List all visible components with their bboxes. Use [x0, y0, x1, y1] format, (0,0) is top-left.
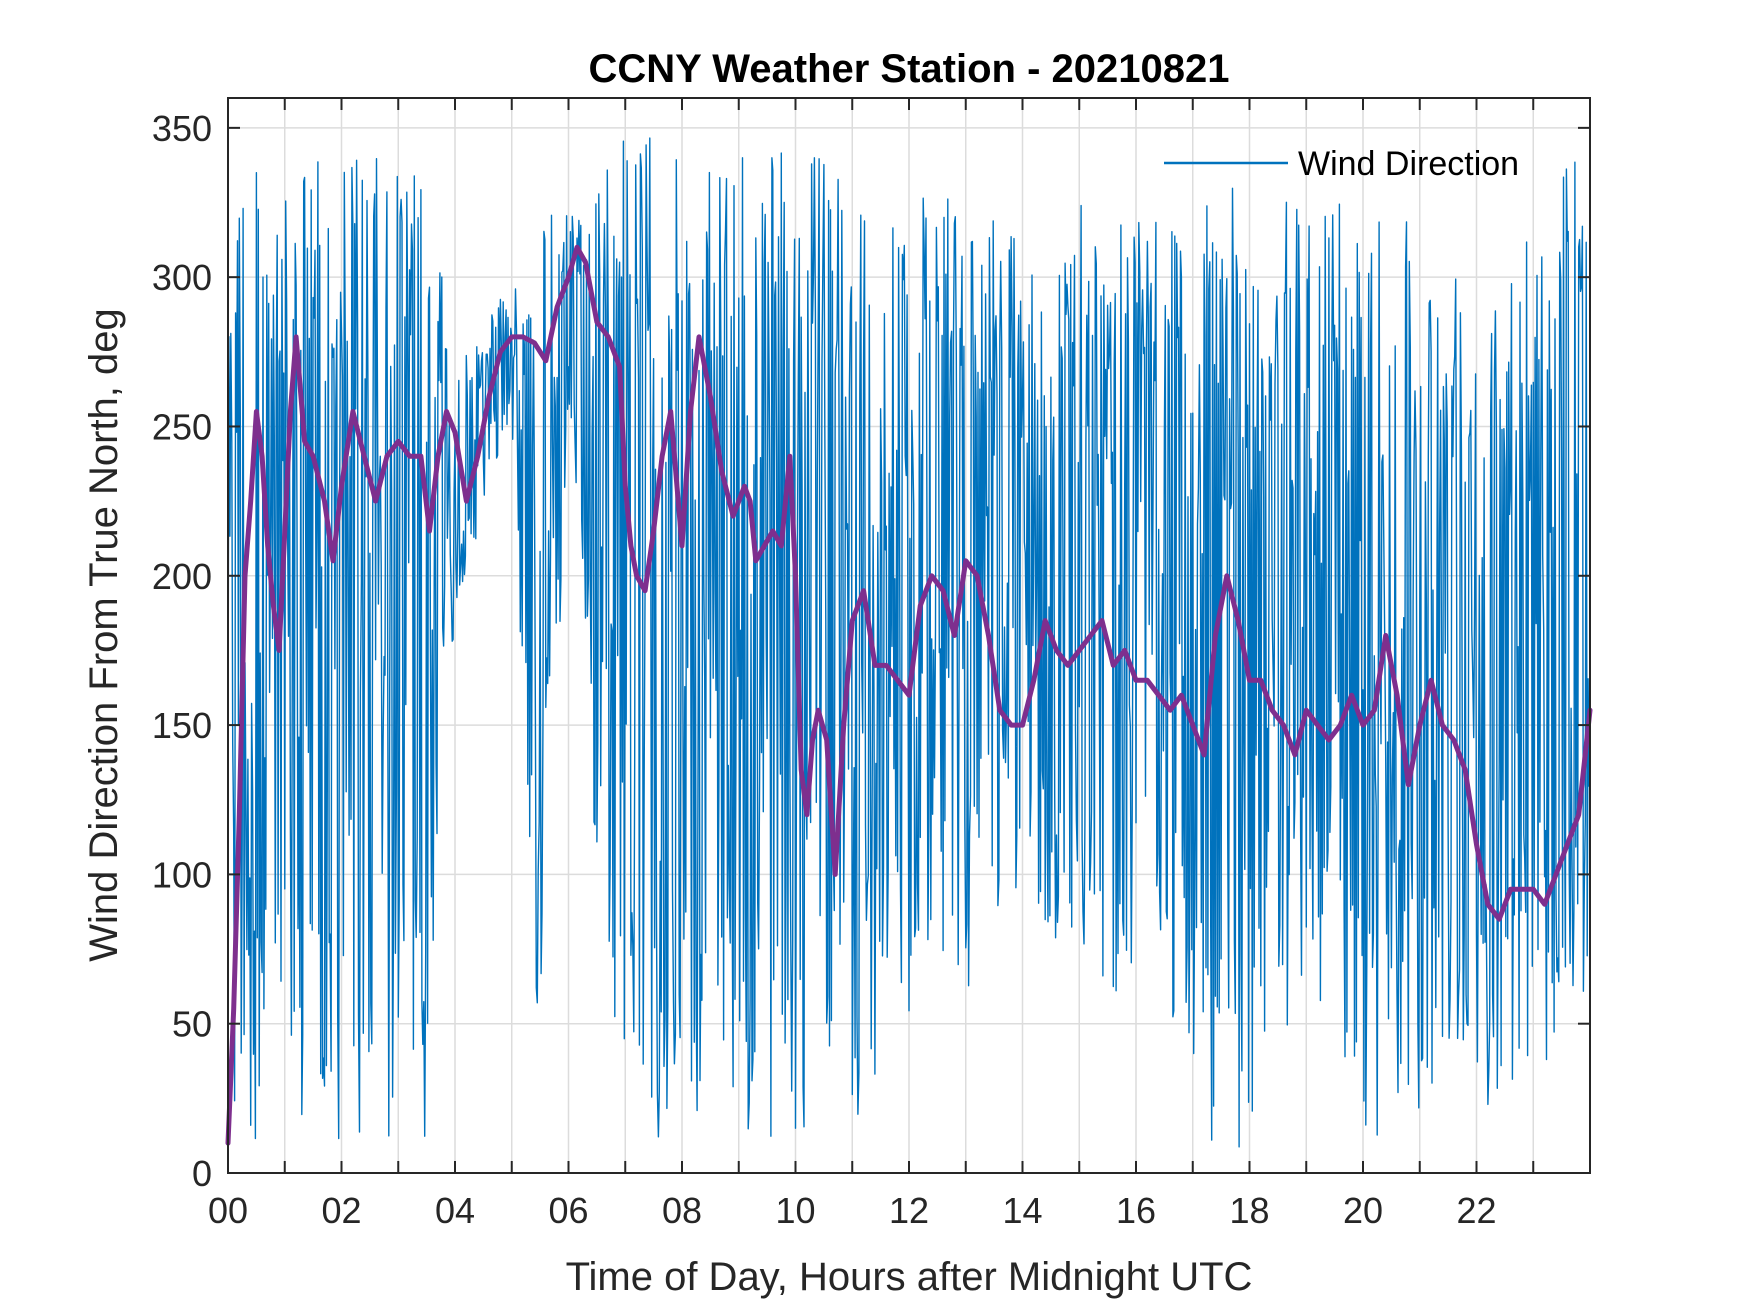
x-tick-label: 10 — [775, 1190, 815, 1231]
chart-title: CCNY Weather Station - 20210821 — [589, 47, 1230, 91]
tick-labels: 00 02 04 06 08 10 12 14 16 18 20 22 0 50 100 150 200 250 3… — [152, 108, 1497, 1231]
x-tick-label: 20 — [1343, 1190, 1383, 1231]
x-tick-label: 04 — [435, 1190, 475, 1231]
y-tick-label: 0 — [192, 1153, 212, 1194]
x-tick-label: 06 — [548, 1190, 588, 1231]
x-axis-label: Time of Day, Hours after Midnight UTC — [566, 1255, 1253, 1299]
x-tick-label: 14 — [1002, 1190, 1042, 1231]
x-tick-label: 12 — [889, 1190, 929, 1231]
legend-label-wind-direction: Wind Direction — [1298, 145, 1519, 183]
legend: Wind Direction — [1164, 145, 1519, 183]
axis-ticks — [227, 98, 1591, 1174]
raw-series-wind-direction — [227, 137, 1590, 1148]
x-tick-label: 16 — [1116, 1190, 1156, 1231]
x-tick-label: 08 — [662, 1190, 702, 1231]
y-tick-label: 350 — [152, 108, 212, 149]
series-line-running-mean — [225, 244, 1593, 1146]
y-tick-label: 150 — [152, 705, 212, 746]
y-tick-label: 100 — [152, 854, 212, 895]
y-tick-label: 300 — [152, 257, 212, 298]
x-tick-label: 00 — [208, 1190, 248, 1231]
x-tick-label: 18 — [1229, 1190, 1269, 1231]
x-tick-label: 02 — [321, 1190, 361, 1231]
series-line-wind-direction — [227, 137, 1590, 1148]
y-tick-label: 50 — [172, 1004, 212, 1045]
x-tick-label: 22 — [1456, 1190, 1496, 1231]
y-tick-label: 200 — [152, 556, 212, 597]
y-tick-label: 250 — [152, 406, 212, 447]
y-axis-label: Wind Direction From True North, deg — [82, 308, 126, 962]
mean-series-wind-direction — [225, 244, 1593, 1146]
